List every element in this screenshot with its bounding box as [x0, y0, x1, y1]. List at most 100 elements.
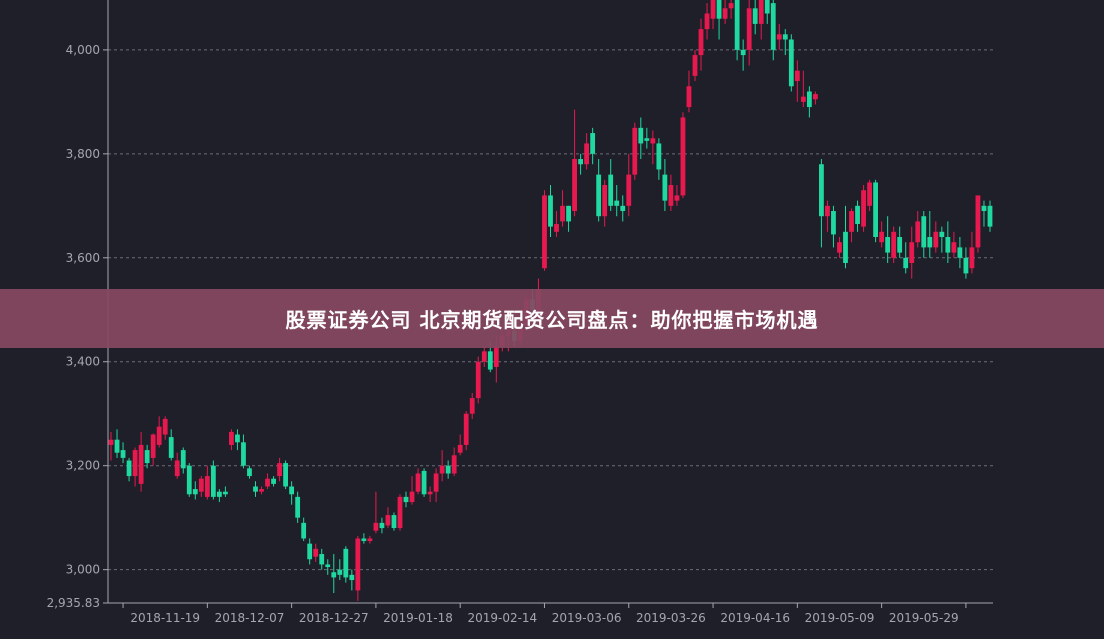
candle-body [909, 242, 915, 263]
candle-body [283, 463, 289, 487]
candle-body [746, 8, 752, 50]
candle-body [572, 159, 577, 212]
candle-body [728, 3, 734, 9]
candle-body [614, 200, 620, 206]
x-tick-label: 2019-01-18 [383, 611, 453, 625]
candle-body [788, 39, 794, 87]
candle-body [632, 127, 638, 175]
candle-body [542, 195, 547, 269]
candle-body [933, 231, 939, 248]
candle-body [861, 190, 866, 227]
candle-body [704, 13, 710, 30]
candle-body [879, 231, 885, 243]
candle-body [722, 8, 728, 19]
candle-body [668, 185, 674, 206]
candle-body [975, 195, 981, 248]
y-tick-label: 3,400 [66, 355, 100, 369]
candle-body [469, 398, 475, 414]
candle-body [331, 572, 337, 578]
candle-body [271, 478, 276, 484]
candle-body [210, 465, 216, 497]
candle-body [108, 439, 114, 445]
candle-body [487, 351, 493, 370]
candle-body [445, 465, 451, 474]
candle-body [235, 434, 240, 443]
candle-body [222, 491, 228, 495]
candle-body [698, 29, 704, 56]
candle-body [247, 468, 252, 477]
candle-body [897, 237, 903, 253]
candle-body [343, 548, 349, 578]
candle-body [337, 569, 343, 575]
candle-body [373, 522, 379, 531]
candle-body [891, 231, 897, 258]
candle-body [927, 237, 933, 248]
candle-body [819, 164, 824, 217]
candle-body [180, 450, 186, 469]
candle-body [758, 0, 764, 24]
candle-body [319, 554, 325, 565]
candle-body [548, 195, 553, 227]
candle-body [241, 442, 246, 466]
candle-body [843, 231, 848, 263]
candle-body [427, 491, 433, 495]
candle-body [939, 231, 945, 238]
x-tick-label: 2019-02-14 [467, 611, 537, 625]
candle-body [692, 55, 698, 76]
candle-body [301, 522, 307, 539]
candle-body [566, 205, 571, 222]
candle-body [391, 515, 397, 529]
candle-body [265, 478, 270, 487]
candle-body [849, 211, 854, 232]
x-tick-label: 2019-04-16 [720, 611, 790, 625]
candle-body [969, 247, 975, 269]
candle-body [259, 489, 264, 492]
candle-body [903, 257, 909, 269]
candle-body [463, 413, 469, 445]
candle-body [626, 174, 632, 206]
x-tick-label: 2018-12-07 [215, 611, 285, 625]
candle-body [198, 478, 204, 492]
candle-body [253, 486, 258, 492]
candle-body [915, 221, 921, 243]
candle-body [385, 515, 391, 526]
candle-body [951, 242, 957, 253]
candle-body [638, 127, 644, 144]
candle-body [397, 496, 403, 529]
candle-body [776, 34, 782, 40]
candle-body [734, 0, 740, 50]
candle-body [361, 538, 367, 542]
candle-body [770, 3, 776, 50]
y-tick-label: 4,000 [66, 43, 100, 57]
candle-body [192, 489, 198, 495]
candle-body [963, 257, 969, 274]
candle-body [806, 91, 812, 108]
candle-body [644, 138, 650, 141]
candle-body [475, 361, 481, 399]
candle-body [921, 216, 927, 248]
candle-body [379, 522, 385, 529]
candle-body [493, 346, 499, 367]
candle-body [987, 205, 993, 227]
candle-body [764, 0, 770, 14]
candle-body [873, 182, 879, 238]
candle-body [403, 496, 409, 503]
candle-body [409, 491, 415, 503]
x-tick-label: 2018-11-19 [130, 611, 200, 625]
candle-body [794, 70, 800, 82]
candle-body [439, 465, 445, 474]
candle-body [114, 439, 120, 453]
candle-body [138, 444, 144, 484]
candle-body [674, 195, 680, 201]
x-tick-label: 2018-12-27 [299, 611, 369, 625]
x-tick-label: 2019-05-09 [805, 611, 875, 625]
candle-body [825, 205, 830, 217]
candle-body [216, 491, 222, 497]
candle-body [150, 434, 156, 458]
title-banner: 股票证券公司 北京期货配资公司盘点：助你把握市场机遇 [0, 289, 1104, 348]
x-tick-label: 2019-03-26 [636, 611, 706, 625]
candle-body [602, 185, 608, 217]
candle-body [229, 431, 234, 445]
candle-body [156, 426, 162, 445]
candle-body [415, 473, 421, 492]
